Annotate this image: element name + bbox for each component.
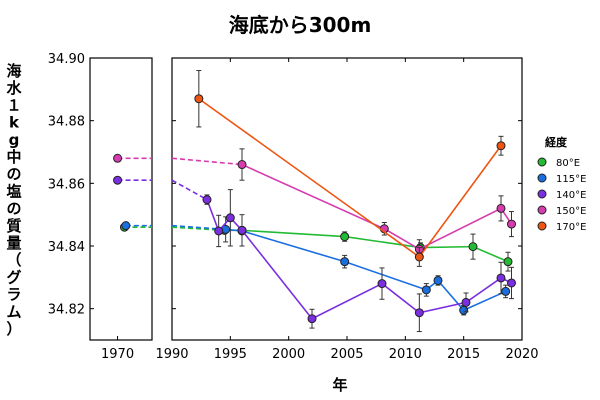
data-point bbox=[421, 285, 431, 295]
y-axis-label-char: g bbox=[9, 131, 20, 149]
data-point bbox=[433, 275, 443, 285]
y-tick-label: 34.86 bbox=[48, 177, 85, 192]
data-point bbox=[461, 297, 471, 307]
series-4 bbox=[194, 70, 506, 267]
data-point bbox=[237, 225, 247, 235]
x-tick-label: 2020 bbox=[505, 347, 538, 362]
left-panel-frame bbox=[89, 57, 153, 341]
series-3 bbox=[113, 148, 516, 260]
y-axis-label-char: 中 bbox=[6, 148, 21, 166]
legend-marker bbox=[537, 173, 547, 183]
y-tick-label: 34.90 bbox=[48, 52, 85, 67]
series-line bbox=[225, 228, 506, 312]
y-axis-label-char: ） bbox=[6, 320, 21, 338]
data-point bbox=[414, 308, 424, 318]
legend-marker bbox=[537, 221, 547, 231]
series-dashed-link bbox=[171, 157, 243, 166]
series-2 bbox=[113, 175, 516, 333]
data-point bbox=[503, 257, 513, 267]
legend-marker bbox=[537, 205, 547, 215]
y-axis-label-char: k bbox=[9, 114, 20, 132]
legend: 経度 80°E 115°E 140°E 150°E 170°E bbox=[537, 135, 586, 233]
x-tick-label: 1990 bbox=[155, 347, 188, 362]
data-point bbox=[225, 213, 235, 223]
data-point bbox=[214, 226, 224, 236]
series-layer bbox=[113, 70, 516, 333]
series-0 bbox=[119, 222, 513, 272]
x-tick-label: 2010 bbox=[389, 347, 422, 362]
data-point bbox=[307, 314, 317, 324]
legend-label: 80°E bbox=[556, 158, 580, 169]
data-point bbox=[414, 252, 424, 262]
x-axis-label: 年 bbox=[332, 376, 347, 394]
data-point bbox=[377, 279, 387, 289]
y-axis-label-char: グ bbox=[6, 268, 21, 286]
series-line bbox=[241, 163, 513, 251]
y-axis-label-char: 海 bbox=[6, 62, 21, 80]
y-axis-label-char: ラ bbox=[6, 286, 21, 304]
plot-panels bbox=[89, 57, 523, 341]
y-axis-label-char: の bbox=[6, 200, 21, 218]
y-axis-label-char: 量 bbox=[6, 234, 21, 252]
data-point bbox=[496, 273, 506, 283]
legend-label: 115°E bbox=[556, 174, 586, 185]
series-line bbox=[206, 199, 512, 320]
legend-marker bbox=[537, 157, 547, 167]
right-panel-frame bbox=[171, 57, 523, 341]
data-point bbox=[202, 195, 212, 205]
y-tick-label: 34.88 bbox=[48, 115, 85, 130]
chart-title: 海底から300m bbox=[229, 13, 372, 37]
data-point bbox=[468, 242, 478, 252]
y-tick-label: 34.84 bbox=[48, 240, 85, 255]
tick-labels: 34.90 34.88 34.86 34.84 34.82 1970 1990 1995 200… bbox=[48, 52, 539, 362]
data-point-early bbox=[113, 175, 123, 185]
y-tick-label: 34.82 bbox=[48, 303, 85, 318]
x-tick-label: 2015 bbox=[447, 347, 480, 362]
x-tick-label: 2000 bbox=[272, 347, 305, 362]
legend-title: 経度 bbox=[545, 135, 568, 149]
y-axis-label-char: １ bbox=[6, 96, 21, 114]
y-axis-label-char: 水 bbox=[6, 79, 22, 97]
y-axis-label-char: 質 bbox=[6, 217, 21, 235]
x-tick-label: 1970 bbox=[101, 347, 134, 362]
y-axis-label-char: （ bbox=[6, 251, 21, 269]
data-point bbox=[496, 203, 506, 213]
series-dashed-link bbox=[171, 179, 208, 201]
y-axis-label-char: の bbox=[6, 165, 21, 183]
legend-label: 140°E bbox=[556, 190, 586, 201]
data-point-early bbox=[113, 153, 123, 163]
series-1 bbox=[121, 216, 511, 316]
legend-label: 150°E bbox=[556, 206, 586, 217]
x-tick-label: 2005 bbox=[330, 347, 363, 362]
legend-label: 170°E bbox=[556, 222, 586, 233]
data-point bbox=[496, 141, 506, 151]
y-axis-label-char: 塩 bbox=[6, 182, 21, 200]
legend-marker bbox=[537, 189, 547, 199]
data-point bbox=[237, 160, 247, 170]
data-point bbox=[507, 278, 516, 288]
data-point bbox=[507, 219, 516, 229]
data-point bbox=[340, 257, 350, 267]
data-point bbox=[340, 232, 350, 242]
x-tick-label: 1995 bbox=[214, 347, 247, 362]
y-axis-label-char: ム bbox=[6, 303, 21, 321]
data-point bbox=[194, 94, 204, 104]
series-line bbox=[224, 229, 509, 263]
data-point bbox=[501, 286, 511, 296]
data-point-early bbox=[121, 221, 131, 231]
